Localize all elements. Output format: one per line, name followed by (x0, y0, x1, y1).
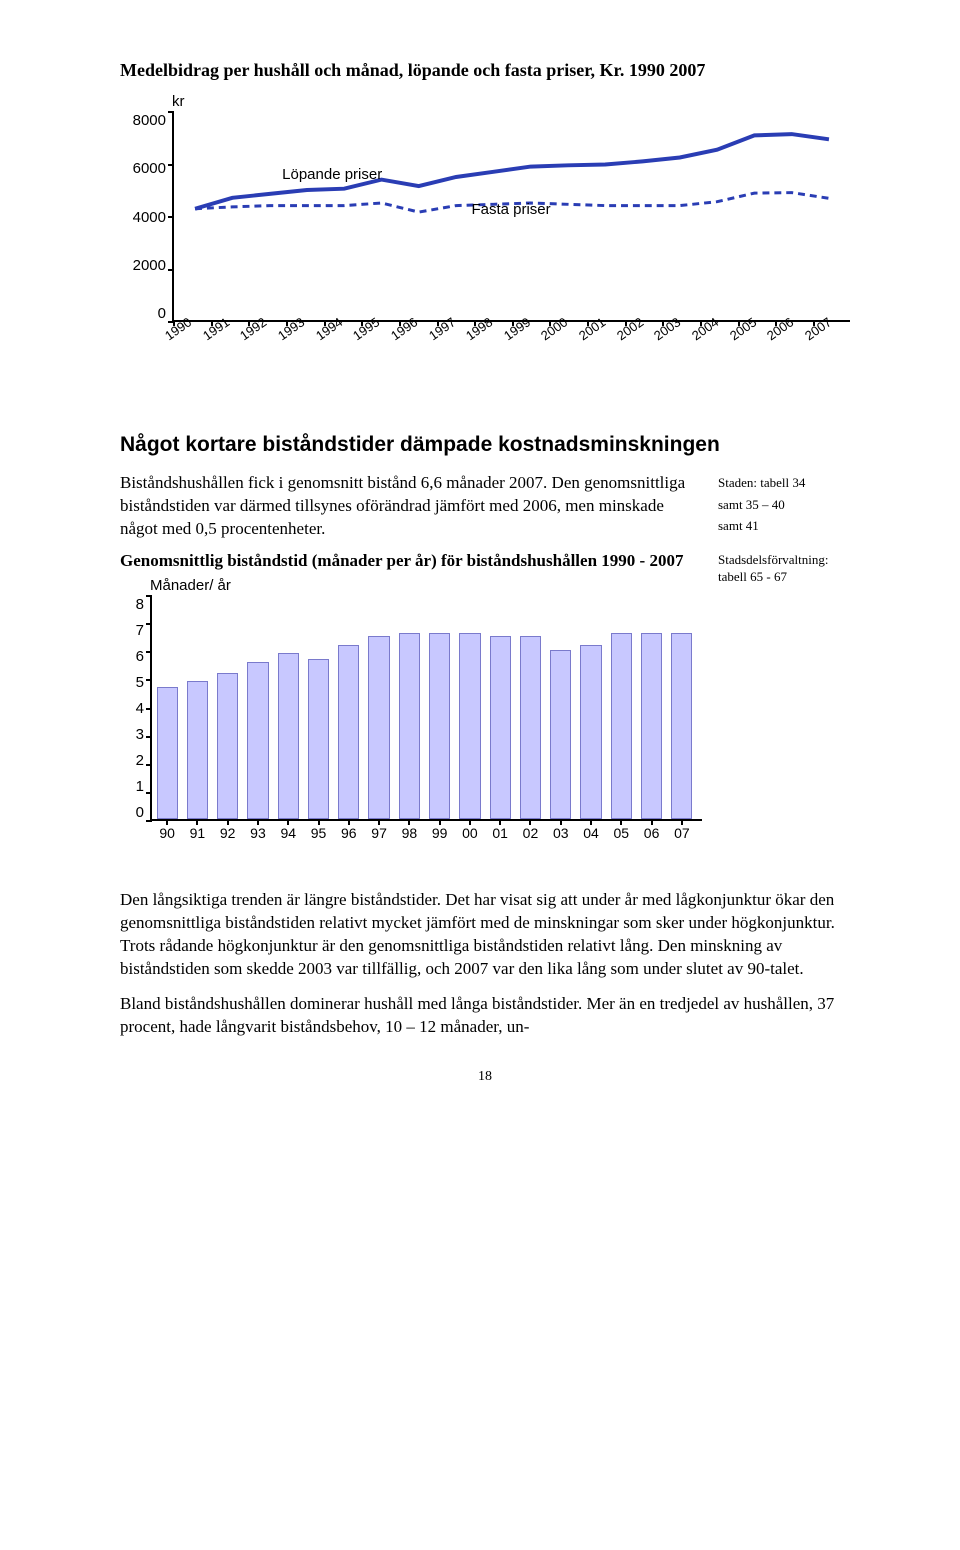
margin-line: Stadsdelsförvaltning: tabell 65 - 67 (718, 551, 850, 586)
chart1-yaxis-labels: 80006000400020000 (120, 112, 172, 322)
chart1-plot: Löpande priser Fasta priser 199019911992… (172, 112, 850, 322)
margin-line: Staden: tabell 34 (718, 474, 850, 492)
chart1-y-unit: kr (172, 93, 850, 110)
margin-line: samt 35 – 40 (718, 496, 850, 514)
paragraph-3: Bland biståndshushållen dominerar hushål… (120, 993, 850, 1039)
legend-fasta: Fasta priser (471, 201, 550, 218)
chart2-plot: 909192939495969798990001020304050607 (150, 596, 702, 821)
paragraph-2: Den långsiktiga trenden är längre bistån… (120, 889, 850, 981)
chart1-title: Medelbidrag per hushåll och månad, löpan… (120, 60, 850, 81)
paragraph-1: Biståndshushållen fick i genomsnitt bist… (120, 472, 702, 541)
section-heading: Något kortare biståndstider dämpade kost… (120, 432, 850, 458)
margin-line: samt 41 (718, 517, 850, 535)
chart2: Månader/ år 876543210 909192939495969798… (120, 577, 702, 849)
legend-lopande: Löpande priser (282, 166, 382, 183)
chart1: kr 80006000400020000 Löpande priser Fast… (120, 93, 850, 362)
margin-note: Staden: tabell 34 samt 35 – 40 samt 41 S… (718, 474, 850, 590)
chart2-y-unit: Månader/ år (150, 577, 702, 594)
page-number: 18 (120, 1069, 850, 1085)
chart2-title: Genomsnittlig biståndstid (månader per å… (120, 551, 702, 571)
